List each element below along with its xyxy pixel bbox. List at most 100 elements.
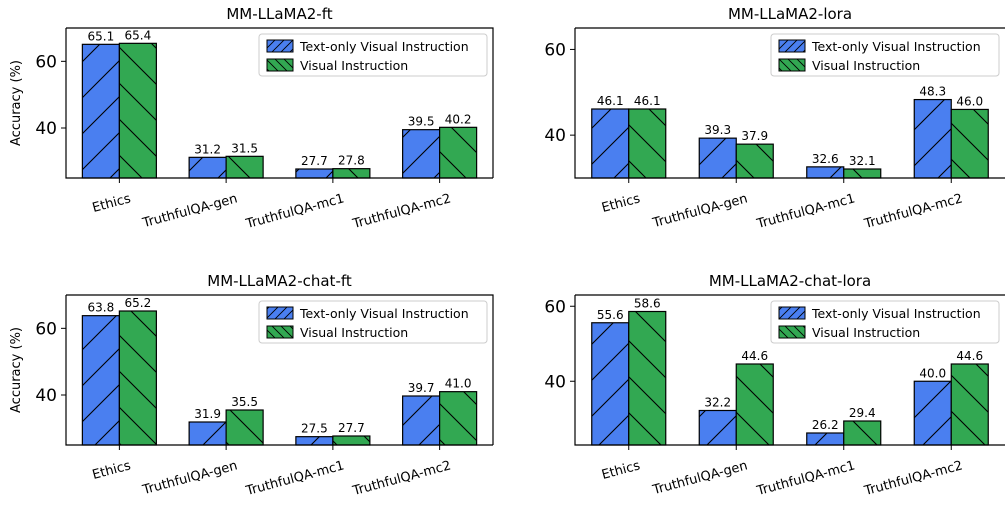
bar-value-label: 44.6 bbox=[956, 349, 983, 363]
bar-value-label: 31.2 bbox=[194, 142, 221, 156]
bar-value-label: 31.9 bbox=[194, 407, 221, 421]
bar-value-label: 63.8 bbox=[88, 301, 115, 315]
legend-swatch-hatch bbox=[778, 325, 806, 339]
bar-value-label: 32.1 bbox=[849, 154, 876, 168]
legend-swatch-hatch bbox=[266, 306, 294, 320]
bar-value-label: 32.6 bbox=[812, 152, 839, 166]
y-tick-label: 40 bbox=[544, 372, 566, 392]
legend: Text-only Visual Instruction Visual Instr… bbox=[770, 33, 1000, 77]
legend-label: Text-only Visual Instruction bbox=[299, 306, 469, 321]
x-tick-label: Ethics bbox=[91, 458, 133, 483]
bar-value-label: 32.2 bbox=[704, 396, 731, 410]
x-tick-label: TruthfulQA-mc1 bbox=[754, 458, 856, 499]
bar-hatch bbox=[332, 168, 371, 179]
bar-hatch bbox=[188, 156, 227, 179]
axes-spine bbox=[65, 28, 493, 179]
legend-swatch-hatch bbox=[778, 39, 806, 53]
x-tick-label: TruthfulQA-mc1 bbox=[754, 191, 856, 232]
bar-value-label: 44.6 bbox=[741, 349, 768, 363]
legend-label: Visual Instruction bbox=[812, 325, 920, 340]
x-tick-label: TruthfulQA-gen bbox=[650, 458, 749, 498]
bar-value-label: 35.5 bbox=[231, 395, 258, 409]
bar-hatch bbox=[591, 322, 630, 446]
chart-title: MM-LLaMA2-ft bbox=[226, 5, 332, 23]
bar-hatch bbox=[843, 168, 882, 179]
chart-panel-2: MM-LLaMA2-lora 40 60 46.1 46.1 Ethics 39.3 37.9… bbox=[544, 5, 1005, 232]
x-tick-label: TruthfulQA-gen bbox=[140, 458, 239, 498]
axes-spine bbox=[574, 295, 1005, 446]
bar-hatch bbox=[81, 315, 120, 446]
bar-value-label: 39.3 bbox=[704, 123, 731, 137]
bar-value-label: 55.6 bbox=[597, 308, 624, 322]
bar-hatch bbox=[402, 129, 441, 179]
x-tick-label: TruthfulQA-gen bbox=[650, 191, 749, 231]
bar-value-label: 48.3 bbox=[919, 85, 946, 99]
legend-swatch-hatch bbox=[778, 58, 806, 72]
y-axis-label: Accuracy (%) bbox=[9, 60, 24, 146]
chart-title: MM-LLaMA2-chat-lora bbox=[709, 272, 871, 290]
chart-panel-3: MM-LLaMA2-chat-ft Accuracy (%) 40 60 63.8 65.… bbox=[9, 272, 494, 499]
y-axis-label: Accuracy (%) bbox=[9, 327, 24, 413]
x-tick-label: TruthfulQA-gen bbox=[140, 191, 239, 231]
bar-hatch bbox=[225, 155, 264, 179]
bar-hatch bbox=[118, 310, 157, 446]
legend-frame bbox=[258, 300, 488, 344]
chart-panel-1: MM-LLaMA2-ft Accuracy (%) 40 60 65.1 65.4 Ethi… bbox=[9, 5, 494, 232]
axes-spine bbox=[65, 295, 493, 446]
y-tick-label: 40 bbox=[35, 386, 57, 406]
x-tick-label: TruthfulQA-mc2 bbox=[350, 191, 452, 232]
y-tick-label: 60 bbox=[544, 297, 566, 317]
bar-hatch bbox=[843, 420, 882, 446]
legend: Text-only Visual Instruction Visual Instr… bbox=[258, 300, 488, 344]
bar-value-label: 27.7 bbox=[301, 154, 328, 168]
bar-value-label: 65.1 bbox=[88, 29, 115, 43]
x-tick-label: TruthfulQA-mc2 bbox=[350, 458, 452, 499]
legend-label: Visual Instruction bbox=[300, 325, 408, 340]
legend-frame bbox=[770, 300, 1000, 344]
bar-hatch bbox=[698, 409, 737, 446]
y-tick-label: 60 bbox=[35, 319, 57, 339]
bar-hatch bbox=[806, 432, 845, 446]
y-tick-label: 40 bbox=[544, 126, 566, 146]
chart-title: MM-LLaMA2-chat-ft bbox=[207, 272, 352, 290]
bar-value-label: 37.9 bbox=[741, 129, 768, 143]
legend-swatch-hatch bbox=[266, 58, 294, 72]
bar-value-label: 40.0 bbox=[919, 366, 946, 380]
bar-hatch bbox=[402, 395, 441, 446]
legend-swatch-hatch bbox=[778, 306, 806, 320]
legend-frame bbox=[258, 33, 488, 77]
bar-hatch bbox=[735, 143, 774, 179]
bar-hatch bbox=[913, 98, 952, 179]
bar-hatch bbox=[735, 363, 774, 446]
bar-value-label: 41.0 bbox=[445, 377, 472, 391]
bar-hatch bbox=[913, 380, 952, 446]
chart-panel-4: MM-LLaMA2-chat-lora 40 60 55.6 58.6 Ethics 32.… bbox=[544, 272, 1005, 499]
bar-hatch bbox=[950, 363, 989, 446]
bar-value-label: 27.8 bbox=[338, 154, 365, 168]
axes-spine bbox=[66, 294, 494, 445]
legend: Text-only Visual Instruction Visual Instr… bbox=[258, 33, 488, 77]
bar-hatch bbox=[332, 435, 371, 446]
bar-hatch bbox=[118, 42, 157, 179]
legend: Text-only Visual Instruction Visual Instr… bbox=[770, 300, 1000, 344]
x-tick-label: Ethics bbox=[91, 191, 133, 216]
legend-label: Text-only Visual Instruction bbox=[811, 306, 981, 321]
chart-title: MM-LLaMA2-lora bbox=[728, 5, 852, 23]
bar-hatch bbox=[439, 126, 478, 179]
bar-value-label: 65.2 bbox=[125, 296, 152, 310]
x-tick-label: Ethics bbox=[600, 191, 642, 216]
bar-value-label: 39.5 bbox=[408, 115, 435, 129]
bar-hatch bbox=[225, 409, 264, 446]
bar-value-label: 29.4 bbox=[849, 406, 876, 420]
bar-value-label: 27.5 bbox=[301, 422, 328, 436]
bar-value-label: 46.1 bbox=[597, 94, 624, 108]
bar-value-label: 26.2 bbox=[812, 418, 839, 432]
legend-frame bbox=[770, 33, 1000, 77]
legend-label: Text-only Visual Instruction bbox=[299, 39, 469, 54]
bar-value-label: 40.2 bbox=[445, 112, 472, 126]
legend-label: Visual Instruction bbox=[300, 58, 408, 73]
bar-hatch bbox=[950, 108, 989, 179]
bar-hatch bbox=[81, 43, 120, 179]
bar-hatch bbox=[591, 108, 630, 179]
bar-hatch bbox=[628, 310, 667, 446]
